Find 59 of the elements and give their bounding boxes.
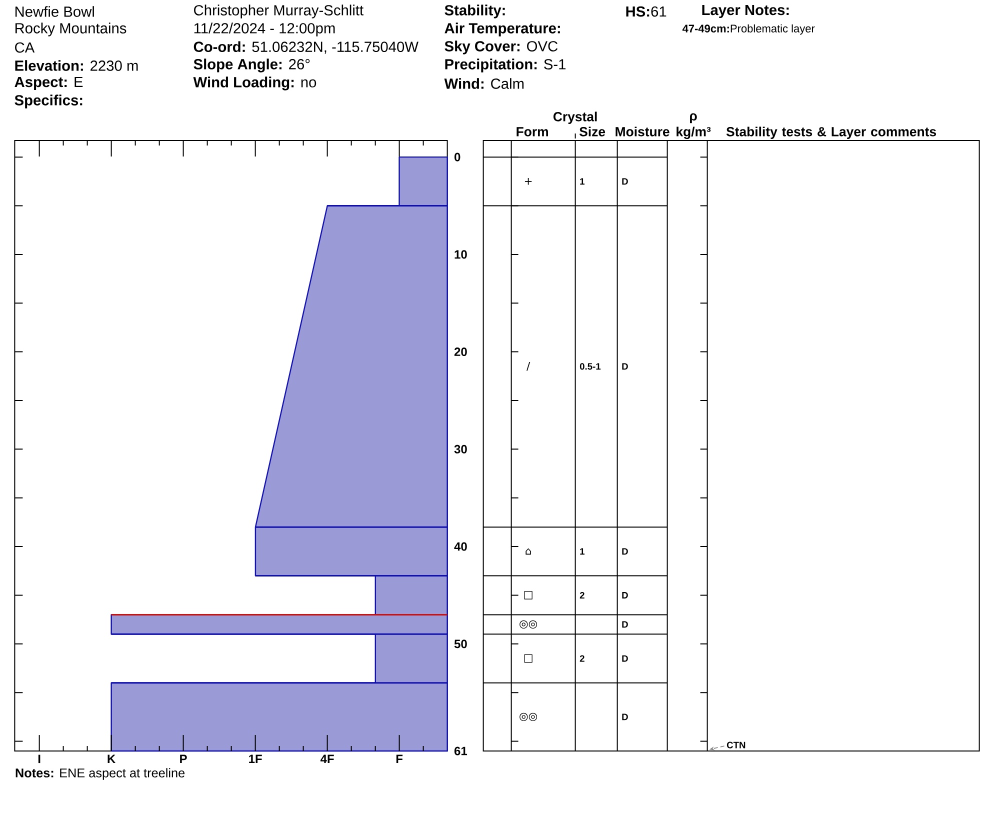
text: 11/22/2024 - 12:00pm xyxy=(194,22,335,36)
text: Specifics: xyxy=(14,94,82,108)
text: Elevation: 2230 m xyxy=(15,60,138,71)
text: 1 xyxy=(580,548,585,555)
text: Aspect: E xyxy=(14,76,83,90)
text: D xyxy=(622,548,628,555)
text: 47-49cm:Problematic layer xyxy=(682,24,815,35)
text: 0.5-1 xyxy=(580,363,601,370)
text: Crystal xyxy=(553,112,597,124)
y-tick-label: 30 xyxy=(454,444,467,454)
text: 1F xyxy=(249,754,262,764)
text: □ xyxy=(524,654,532,663)
text: / xyxy=(526,362,530,371)
text: Stability: xyxy=(444,4,505,18)
text: CA xyxy=(15,42,35,53)
text: 1 xyxy=(580,178,585,185)
category-label: Moisture xyxy=(616,126,670,136)
y-tick-label: 20 xyxy=(454,348,467,356)
category-label: Size xyxy=(579,126,606,136)
text: D xyxy=(622,363,628,370)
y-tick-label: 0 xyxy=(454,152,460,162)
category-label: Stability tests & Layer comments xyxy=(726,126,936,139)
y-tick-label: 50 xyxy=(454,640,467,648)
text: D xyxy=(622,655,628,662)
text: Notes: ENE aspect at treeline xyxy=(16,768,185,780)
text: D xyxy=(622,178,628,185)
y-tick-label: 61 xyxy=(454,746,468,756)
text: ◎◎ xyxy=(520,712,538,722)
text: CTN xyxy=(726,742,746,748)
text: 2 xyxy=(580,592,584,598)
text: Co-ord: 51.06232N, -115.75040W xyxy=(194,41,418,54)
text: Newfie Bowl xyxy=(15,6,94,17)
text: 2 xyxy=(580,655,584,662)
text: □ xyxy=(524,591,532,600)
text: P xyxy=(180,754,187,764)
y-tick-label: 40 xyxy=(454,542,467,551)
text: ◎◎ xyxy=(520,620,538,629)
text: + xyxy=(524,178,532,185)
text: D xyxy=(622,714,628,720)
text: D xyxy=(622,592,628,598)
text: Layer Notes: xyxy=(702,4,789,18)
category-label: ρ kg/m³ xyxy=(676,113,711,140)
text: D xyxy=(622,621,628,628)
text: F xyxy=(396,754,403,764)
text: HS:61 xyxy=(626,6,666,17)
text: Air Temperature: xyxy=(444,22,560,36)
text: I xyxy=(38,754,40,764)
text: Christopher Murray-Schlitt xyxy=(194,4,364,18)
text: Wind Loading: no xyxy=(193,76,316,90)
text: K xyxy=(108,754,116,764)
text: Precipitation: S-1 xyxy=(445,58,566,72)
text: Rocky Mountains xyxy=(15,22,126,36)
text: Slope Angle: 26° xyxy=(194,58,310,72)
category-label: Form xyxy=(516,127,548,136)
text: ⌂ xyxy=(526,548,531,555)
y-tick-label: 10 xyxy=(454,250,467,259)
text: Wind: Calm xyxy=(444,78,524,89)
text: 4F xyxy=(320,754,334,764)
text: Sky Cover: OVC xyxy=(444,40,558,54)
